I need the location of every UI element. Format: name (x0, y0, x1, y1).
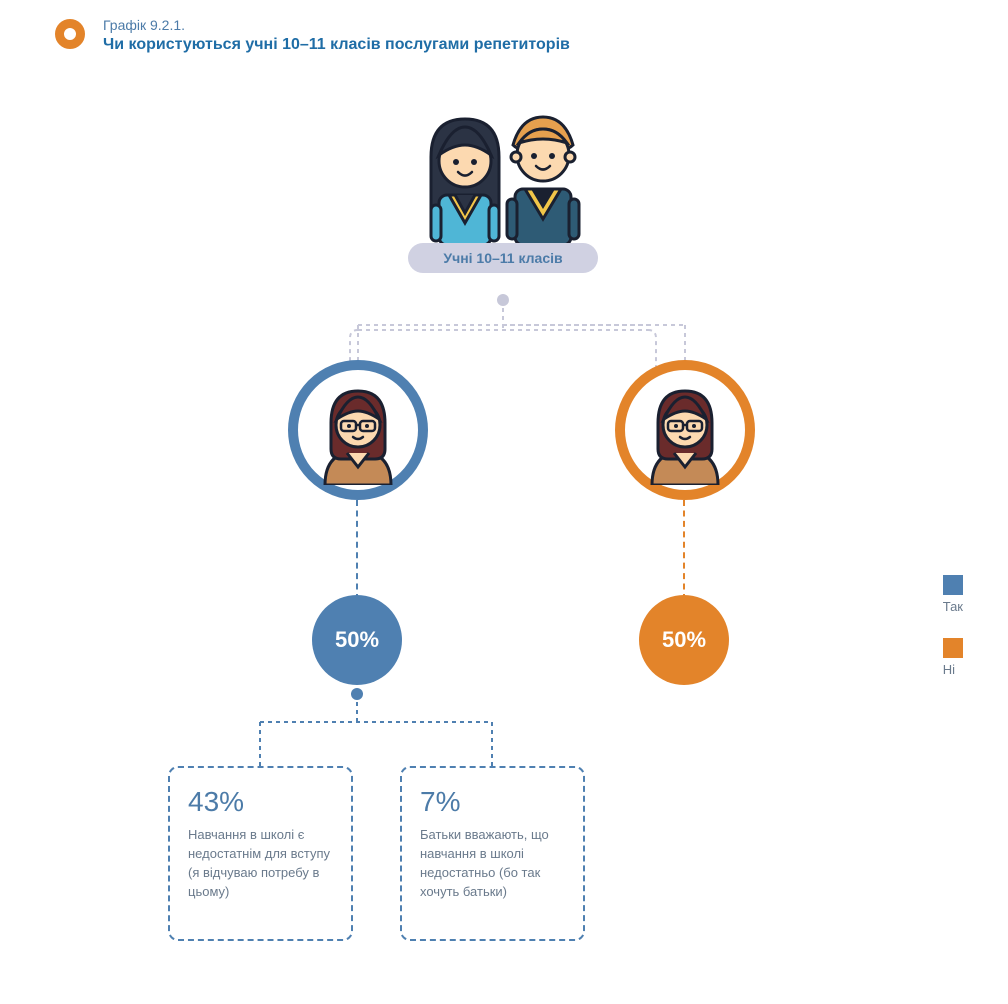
header-text-block: Графік 9.2.1. Чи користуються учні 10–11… (103, 15, 570, 54)
reason-2-percent: 7% (420, 786, 565, 818)
chart-number: Графік 9.2.1. (103, 17, 570, 33)
legend: Так Ні (943, 575, 963, 701)
reason-1-text: Навчання в школі є недостатнім для вступ… (188, 826, 333, 901)
root-node-label: Учні 10–11 класів (408, 243, 598, 273)
reason-box-1: 43% Навчання в школі є недостатнім для в… (168, 766, 353, 941)
reason-box-2: 7% Батьки вважають, що навчання в школі … (400, 766, 585, 941)
legend-item-no: Ні (943, 638, 963, 677)
teacher-icon (630, 375, 740, 485)
legend-item-yes: Так (943, 575, 963, 614)
branch-connector-bottom (202, 694, 514, 768)
branch-connector-top-lines (330, 300, 710, 370)
students-icon (395, 95, 610, 245)
header-bullet-icon (55, 19, 85, 49)
legend-label-no: Ні (943, 662, 955, 677)
branch-no-avatar (615, 360, 755, 500)
branch-yes-avatar (288, 360, 428, 500)
connector-line-yes (356, 500, 358, 600)
connector-line-no (683, 500, 685, 600)
teacher-icon (303, 375, 413, 485)
reason-2-text: Батьки вважають, що навчання в школі нед… (420, 826, 565, 901)
percent-no: 50% (639, 595, 729, 685)
percent-yes: 50% (312, 595, 402, 685)
legend-swatch-no (943, 638, 963, 658)
chart-title: Чи користуються учні 10–11 класів послуг… (103, 36, 570, 54)
chart-header: Графік 9.2.1. Чи користуються учні 10–11… (55, 15, 570, 54)
reason-1-percent: 43% (188, 786, 333, 818)
legend-swatch-yes (943, 575, 963, 595)
legend-label-yes: Так (943, 599, 963, 614)
